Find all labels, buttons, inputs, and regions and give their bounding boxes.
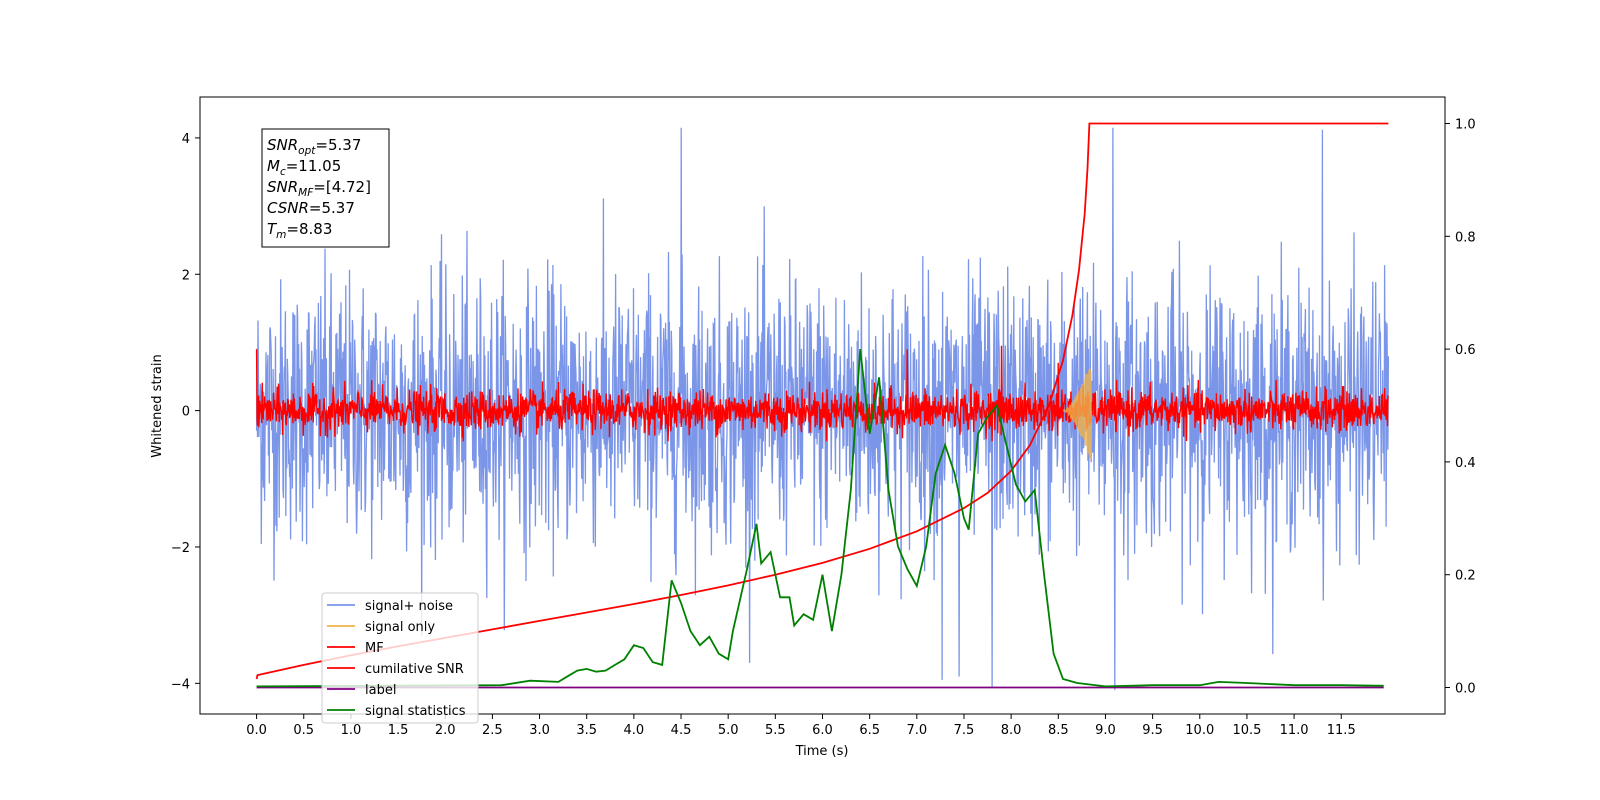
y2-tick-label: 0.8	[1455, 230, 1476, 245]
legend-entry: signal only	[365, 620, 435, 635]
x-tick-label: 10.5	[1232, 723, 1261, 738]
x-tick-label: 4.0	[624, 723, 645, 738]
series-line-5	[256, 348, 1384, 688]
y2-tick-label: 0.6	[1455, 343, 1476, 358]
x-tick-label: 7.5	[954, 723, 975, 738]
y-tick-label: −4	[171, 677, 190, 692]
x-tick-label: 2.0	[435, 723, 456, 738]
x-tick-label: 1.0	[341, 723, 362, 738]
x-tick-label: 7.0	[906, 723, 927, 738]
annotation-symbol: M	[267, 157, 280, 175]
y2-tick-label: 1.0	[1455, 118, 1476, 133]
y2-tick-label: 0.0	[1455, 681, 1476, 696]
legend-entry: label	[365, 683, 396, 698]
x-tick-label: 3.5	[576, 723, 597, 738]
legend-entry: signal statistics	[365, 704, 466, 719]
y-tick-label: 0	[182, 405, 190, 420]
legend: signal+ noise signal only MF cumilative SNR…	[321, 592, 479, 724]
annotation-value: =8.83	[286, 220, 332, 238]
x-tick-label: 11.0	[1280, 723, 1309, 738]
y-tick-label: 2	[182, 268, 190, 283]
y-tick-label: 4	[182, 132, 190, 147]
x-tick-label: 8.0	[1001, 723, 1022, 738]
x-tick-label: 2.5	[482, 723, 503, 738]
annotation-box: SNRopt=5.37Mc=11.05SNRMF=[4.72]CSNR=5.37…	[261, 128, 390, 248]
x-tick-label: 10.0	[1185, 723, 1214, 738]
legend-entry: cumilative SNR	[365, 662, 464, 677]
x-tick-label: 9.5	[1142, 723, 1163, 738]
annotation-value: =5.37	[309, 199, 355, 217]
legend-frame	[321, 592, 479, 724]
y-axis-label: Whitened strain	[150, 354, 165, 457]
x-tick-label: 1.5	[388, 723, 409, 738]
annotation-symbol: CSNR	[267, 199, 309, 217]
annotation-value: =[4.72]	[313, 178, 371, 196]
annotation-symbol: SNR	[267, 178, 298, 196]
axes-layer: 0.0 0.5 1.0 1.5 2.0 2.5 3.0 3.5 4.0 4.5 5.0 5.5 6.0 6…	[171, 118, 1476, 738]
annotation-line: SNRMF=[4.72]	[267, 178, 371, 199]
annotation-subscript: m	[276, 229, 286, 241]
x-tick-label: 5.5	[765, 723, 786, 738]
annotation-subscript: opt	[298, 145, 316, 157]
x-tick-label: 4.5	[671, 723, 692, 738]
y2-tick-label: 0.2	[1455, 569, 1476, 584]
annotation-frame	[261, 128, 390, 248]
annotation-symbol: T	[267, 220, 278, 238]
annotation-subscript: MF	[298, 187, 314, 199]
x-axis-label: Time (s)	[795, 744, 849, 759]
y-tick-label: −2	[171, 541, 190, 556]
x-tick-label: 11.5	[1327, 723, 1356, 738]
x-tick-label: 8.5	[1048, 723, 1069, 738]
x-tick-label: 6.0	[812, 723, 833, 738]
annotation-line: Mc=11.05	[267, 157, 341, 178]
y2-tick-label: 0.4	[1455, 456, 1476, 471]
x-tick-label: 6.5	[859, 723, 880, 738]
legend-entry: MF	[365, 641, 384, 656]
series-line-1	[1063, 368, 1093, 460]
annotation-value: =5.37	[315, 136, 361, 154]
annotation-subscript: c	[280, 166, 286, 178]
annotation-line: SNRopt=5.37	[267, 136, 361, 157]
annotation-symbol: SNR	[267, 136, 298, 154]
x-tick-label: 5.0	[718, 723, 739, 738]
annotation-value: =11.05	[286, 157, 342, 175]
x-tick-label: 3.0	[529, 723, 550, 738]
x-tick-label: 9.0	[1095, 723, 1116, 738]
x-tick-label: 0.5	[293, 723, 314, 738]
x-tick-label: 0.0	[246, 723, 267, 738]
annotation-line: Tm=8.83	[267, 220, 332, 241]
legend-entry: signal+ noise	[365, 599, 453, 614]
annotation-line: CSNR=5.37	[267, 199, 355, 217]
series-line-2	[255, 345, 1389, 442]
